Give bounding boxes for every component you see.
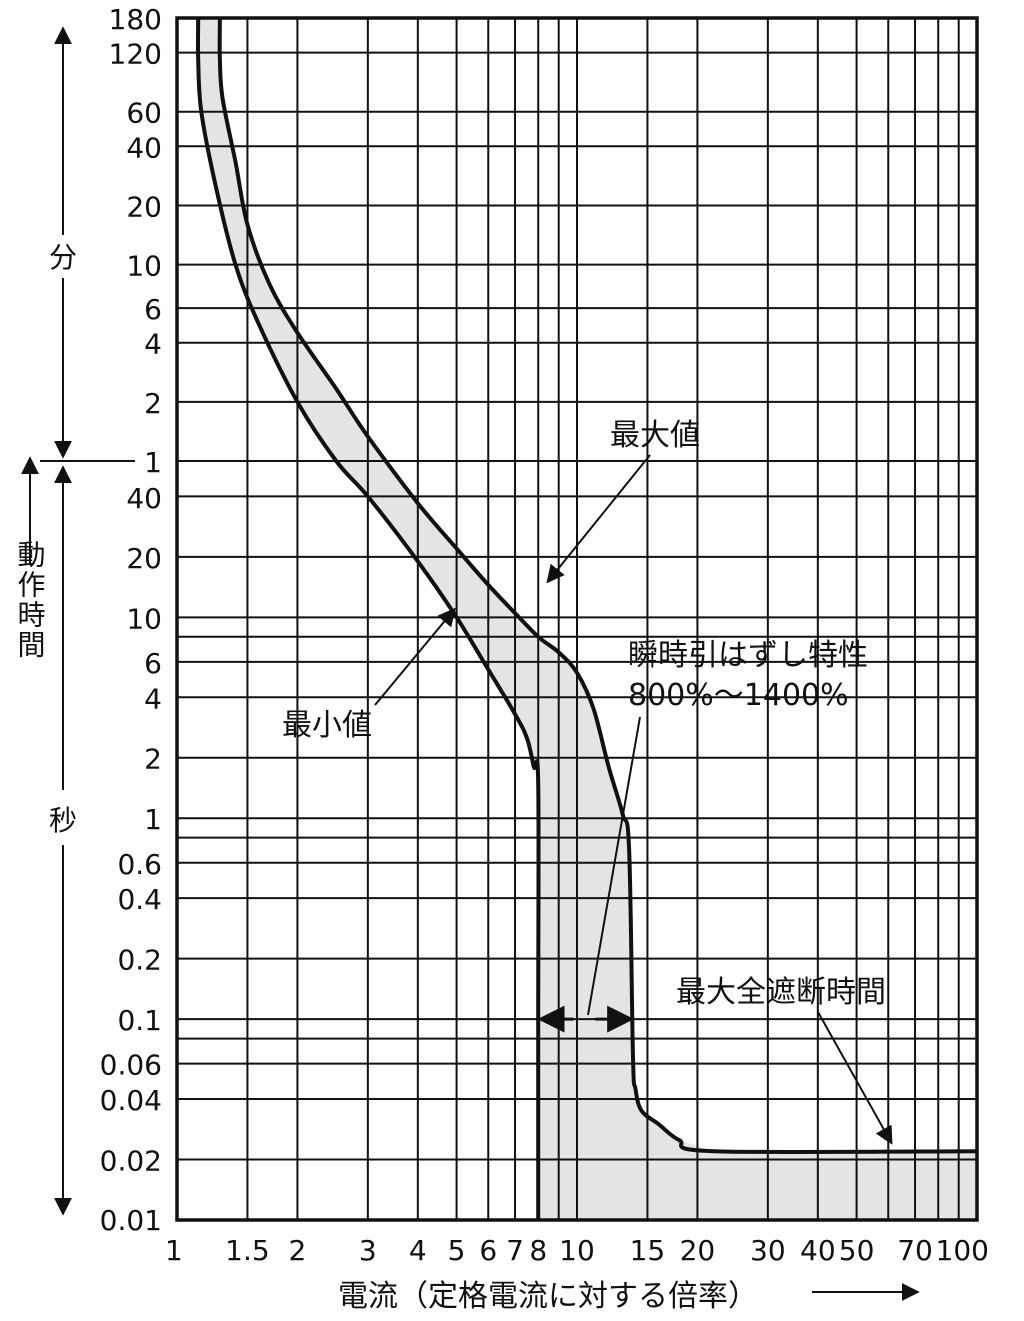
- x-tick-label: 50: [839, 1234, 875, 1267]
- annotation-max: 最大値: [610, 418, 700, 453]
- x-tick-label: 7: [506, 1234, 524, 1267]
- annotation-max-clear-arrow: [817, 1011, 893, 1145]
- y-tick-label-sec: 0.4: [117, 883, 162, 916]
- x-tick-label: 2: [288, 1234, 306, 1267]
- plot-frame: [175, 16, 979, 1222]
- y-tick-label-min: 180: [109, 3, 162, 36]
- y-tick-label-min: 6: [144, 293, 162, 326]
- x-tick-label: 1: [165, 1234, 183, 1267]
- x-tick-label: 3: [359, 1234, 377, 1267]
- y-tick-label-sec: 4: [144, 682, 162, 715]
- y-tick-label-sec: 0.6: [117, 848, 162, 881]
- annotation-max-clear: 最大全遮断時間: [676, 975, 886, 1010]
- x-tick-label: 40: [800, 1234, 836, 1267]
- y-tick-label-min: 10: [126, 250, 162, 283]
- y-tick-label-sec: 0.01: [100, 1204, 162, 1237]
- y-tick-label-sec: 0.1: [117, 1004, 162, 1037]
- x-tick-label: 8: [529, 1234, 547, 1267]
- y-tick-label-sec: 40: [126, 482, 162, 515]
- y-tick-label-sec: 1: [144, 803, 162, 836]
- y-tick-label-min: 1: [144, 446, 162, 479]
- x-tick-label: 5: [448, 1234, 466, 1267]
- x-tick-label: 30: [750, 1234, 786, 1267]
- grid-lines: [177, 17, 977, 1220]
- x-axis-label: 電流（定格電流に対する倍率）: [338, 1279, 758, 1314]
- y-tick-label-min: 20: [126, 190, 162, 223]
- y-tick-label-min: 120: [109, 38, 162, 71]
- y-tick-label-sec: 6: [144, 647, 162, 680]
- x-tick-label: 6: [479, 1234, 497, 1267]
- minute-unit-label: 分: [49, 241, 77, 274]
- annotation-min: 最小値: [282, 708, 372, 743]
- x-tick-label: 1.5: [225, 1234, 270, 1267]
- y-tick-label-sec: 20: [126, 542, 162, 575]
- y-tick-label-sec: 10: [126, 602, 162, 635]
- x-tick-label: 15: [630, 1234, 666, 1267]
- annotation-min-arrow: [374, 607, 456, 706]
- x-tick-label: 10: [559, 1234, 595, 1267]
- annotation-instant-range: 800%～1400%: [628, 678, 849, 713]
- x-tick-label: 4: [409, 1234, 427, 1267]
- second-unit-label: 秒: [49, 804, 77, 837]
- y-tick-label-sec: 0.06: [100, 1049, 162, 1082]
- x-tick-label: 100: [936, 1234, 989, 1267]
- y-tick-label-min: 2: [144, 387, 162, 420]
- annotation-max-arrow: [546, 454, 651, 584]
- annotation-instant-leader: [587, 716, 641, 1016]
- y-tick-label-sec: 2: [144, 743, 162, 776]
- y-tick-label-min: 4: [144, 328, 162, 361]
- y-tick-label-min: 60: [126, 97, 162, 130]
- y-tick-label-sec: 0.04: [100, 1084, 162, 1117]
- x-tick-label: 20: [680, 1234, 716, 1267]
- trip-band-fill: [198, 18, 977, 1220]
- trip-band: [198, 18, 977, 1220]
- y-tick-label-min: 40: [126, 131, 162, 164]
- annotation-instant: 瞬時引はずし特性: [628, 638, 868, 673]
- min-curve: [195, 17, 541, 1220]
- x-tick-label: 70: [897, 1234, 933, 1267]
- max-curve: [217, 17, 978, 1155]
- y-axis-label: 動作時間: [14, 540, 47, 660]
- y-tick-label-sec: 0.2: [117, 944, 162, 977]
- y-tick-label-sec: 0.02: [100, 1145, 162, 1178]
